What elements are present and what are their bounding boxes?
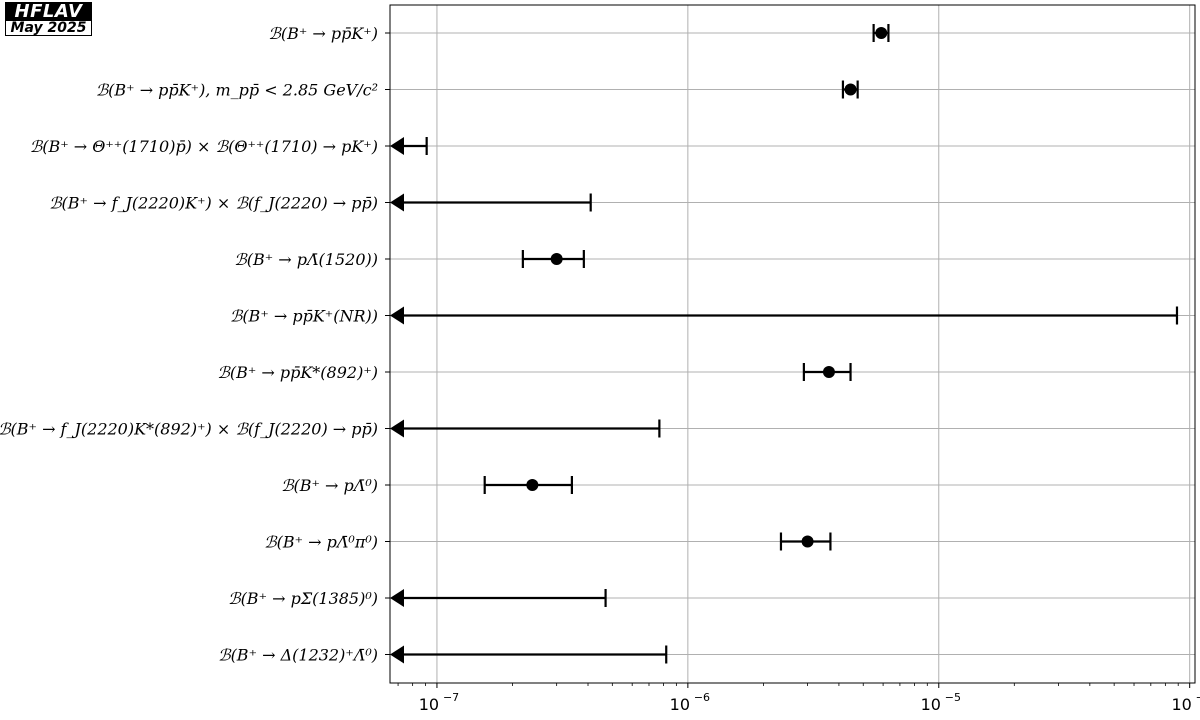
data-point — [875, 27, 888, 39]
row-label: ℬ(B⁺ → f_J(2220)K⁺) × ℬ(f_J(2220) → pp̄) — [49, 194, 378, 213]
badge-date: May 2025 — [5, 21, 92, 36]
x-tick-exponent: −7 — [443, 691, 459, 704]
upper-limit-arrow — [390, 645, 404, 664]
x-tick-label: 10 — [670, 695, 690, 714]
upper-limit-arrow — [390, 306, 404, 325]
grid-lines — [390, 5, 1195, 683]
row-label: ℬ(B⁺ → pΣ̄(1385)⁰) — [228, 589, 378, 608]
row-label: ℬ(B⁺ → pΛ̄(1520)) — [234, 250, 378, 269]
upper-limit-arrow — [390, 137, 404, 155]
upper-limit-arrow — [390, 193, 404, 212]
row-label: ℬ(B⁺ → pp̄K⁺) — [268, 24, 378, 43]
data-point — [801, 535, 814, 548]
x-tick-exponent: −4 — [1196, 691, 1200, 704]
row-label: ℬ(B⁺ → pp̄K*(892)⁺) — [217, 363, 378, 382]
x-tick-label: 10 — [1172, 695, 1192, 714]
upper-limit-arrow — [390, 589, 404, 607]
data-point — [844, 83, 857, 96]
data-marks — [390, 24, 1179, 664]
row-label: ℬ(B⁺ → pp̄K⁺(NR)) — [230, 307, 378, 326]
x-axis: 10 −7 10 −6 10 −5 10 −4 — [385, 32, 1200, 714]
data-point — [526, 479, 539, 491]
row-label: ℬ(B⁺ → f_J(2220)K*(892)⁺) × ℬ(f_J(2220) … — [0, 420, 378, 439]
y-axis-labels: ℬ(B⁺ → pp̄K⁺) ℬ(B⁺ → pp̄K⁺), m_pp̄ < 2.85… — [0, 24, 378, 665]
row-label: ℬ(B⁺ → pΛ̄⁰π⁰) — [264, 533, 378, 552]
x-tick-label: 10 — [921, 695, 941, 714]
hflav-badge: HFLAV May 2025 — [5, 2, 92, 36]
upper-limit-arrow — [390, 419, 404, 438]
x-tick-label: 10 — [419, 695, 439, 714]
data-point — [550, 253, 563, 265]
row-label: ℬ(B⁺ → pΛ̄⁰) — [281, 476, 378, 495]
row-label: ℬ(B⁺ → Δ(1232)⁺Λ̄⁰) — [218, 646, 378, 665]
data-point — [822, 366, 835, 378]
plot-area — [389, 4, 1196, 684]
x-tick-exponent: −5 — [945, 691, 961, 704]
badge-title: HFLAV — [5, 2, 92, 21]
row-label: ℬ(B⁺ → Θ⁺⁺(1710)p̄) × ℬ(Θ⁺⁺(1710) → pK⁺) — [30, 137, 378, 156]
row-label: ℬ(B⁺ → pp̄K⁺), m_pp̄ < 2.85 GeV/c² — [96, 81, 378, 100]
x-tick-exponent: −6 — [694, 691, 710, 704]
